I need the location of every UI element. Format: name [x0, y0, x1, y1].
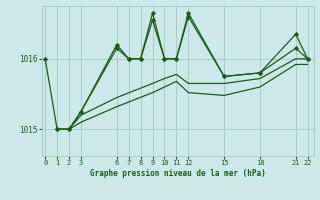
- X-axis label: Graphe pression niveau de la mer (hPa): Graphe pression niveau de la mer (hPa): [90, 169, 266, 178]
